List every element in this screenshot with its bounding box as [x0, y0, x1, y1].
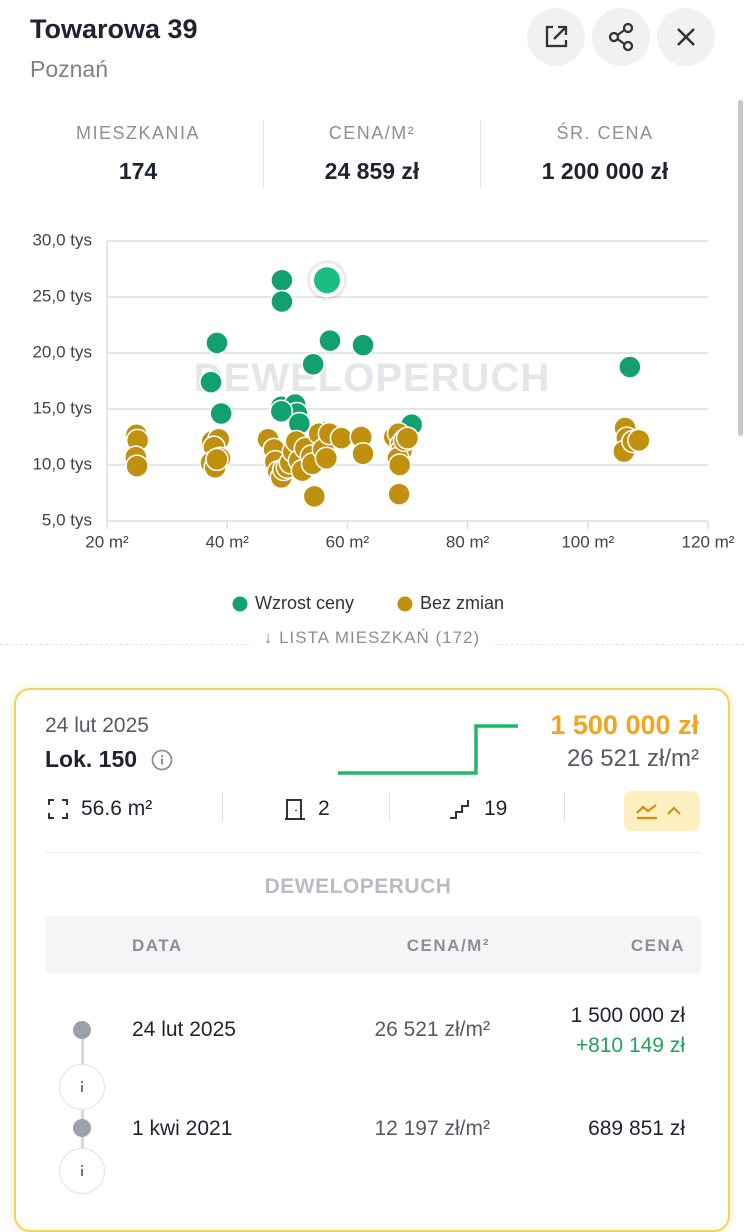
stat-label: MIESZKANIA — [75, 123, 201, 143]
icon — [81, 1081, 83, 1092]
divider — [564, 792, 565, 822]
separator — [45, 852, 701, 853]
history-price: 689 851 zł — [588, 1117, 685, 1140]
history-price-per-m2: 12 197 zł/m² — [374, 1117, 490, 1140]
point — [205, 331, 229, 355]
logo: DEWELOPERUCH — [264, 875, 452, 898]
column-header: CENA/M² — [406, 936, 490, 955]
info-button[interactable] — [59, 1148, 105, 1194]
y-tick-label: 10,0 tys — [32, 454, 92, 473]
y-tick-label: 20,0 tys — [32, 342, 92, 361]
divider — [389, 792, 390, 822]
column-header: CENA — [630, 936, 685, 955]
info-icon[interactable] — [150, 748, 174, 772]
icon — [677, 28, 695, 46]
point — [269, 399, 294, 423]
divider — [222, 792, 223, 822]
title: Towarowa 39 — [30, 14, 198, 44]
point — [318, 328, 342, 353]
timeline-dot — [73, 1119, 91, 1137]
price-sparkline — [338, 724, 518, 775]
table-header — [45, 916, 701, 974]
point — [351, 333, 375, 357]
legend-label: Wzrost ceny — [255, 593, 354, 613]
legend-marker — [232, 596, 248, 612]
point — [209, 401, 233, 426]
timeline-dot — [73, 1021, 91, 1039]
subtitle: Poznań — [30, 56, 109, 82]
floor: 19 — [484, 797, 508, 820]
point — [351, 442, 375, 466]
rooms-icon — [285, 799, 305, 820]
point — [314, 446, 339, 471]
listing-card[interactable]: 24 lut 2025 Lok. 150 1 500 000 zł 26 521… — [14, 688, 730, 1232]
divider — [263, 120, 264, 188]
area: 56.6 m² — [81, 797, 153, 820]
info-button[interactable] — [59, 1064, 105, 1110]
area-icon — [48, 799, 68, 819]
point — [125, 454, 149, 478]
icon — [81, 1165, 83, 1176]
point — [270, 268, 294, 292]
point — [270, 289, 294, 314]
x-tick-label: 20 m² — [85, 532, 129, 551]
y-tick-label: 30,0 tys — [32, 230, 92, 249]
point — [387, 453, 412, 477]
point — [301, 352, 325, 376]
listing-name: Lok. 150 — [45, 746, 138, 772]
x-tick-label: 100 m² — [561, 532, 614, 551]
close-button[interactable] — [657, 8, 715, 66]
point — [627, 428, 651, 453]
stat-value: 24 859 zł — [324, 158, 420, 184]
history-price-per-m2: 26 521 zł/m² — [374, 1018, 490, 1041]
chart: 5,0 tys 10,0 tys 15,0 tys 20,0 tys 25,0 tys 3… — [32, 230, 735, 613]
history-date: 1 kwi 2021 — [132, 1117, 233, 1140]
list-link[interactable]: ↓ LISTA MIESZKAŃ (172) — [251, 628, 493, 648]
point — [395, 426, 420, 450]
x-tick-label: 80 m² — [446, 532, 490, 551]
y-tick-label: 5,0 tys — [42, 510, 92, 529]
chart-toggle[interactable] — [624, 791, 700, 831]
open-button[interactable] — [527, 8, 585, 66]
x-tick-label: 40 m² — [205, 532, 249, 551]
stat-value: 174 — [118, 158, 158, 184]
icon — [545, 25, 568, 48]
watermark: DEWELOPERUCH — [194, 356, 550, 400]
listing-price-per-m2: 26 521 zł/m² — [566, 745, 699, 772]
page: Towarowa 39 Poznań MIESZKANIA 174 CENA/M… — [0, 8, 744, 1232]
share-button[interactable] — [592, 8, 650, 66]
listing-date: 24 lut 2025 — [45, 714, 149, 737]
stat-label: CENA/M² — [328, 123, 416, 143]
x-tick-label: 120 m² — [682, 532, 735, 551]
floor-icon — [450, 800, 469, 819]
divider — [480, 120, 481, 188]
highlighted-point — [309, 263, 344, 298]
point — [387, 482, 411, 506]
history-change: +810 149 zł — [575, 1034, 685, 1057]
y-tick-label: 15,0 tys — [32, 398, 92, 417]
icon — [608, 22, 634, 52]
point — [302, 484, 327, 509]
point — [618, 355, 642, 379]
legend-label: Bez zmian — [420, 593, 504, 613]
icon — [636, 804, 681, 820]
stat-value: 1 200 000 zł — [541, 158, 669, 184]
history-price: 1 500 000 zł — [570, 1004, 685, 1027]
point — [329, 426, 354, 450]
rooms: 2 — [318, 797, 330, 820]
stat-label: ŚR. CENA — [556, 123, 654, 143]
history-date: 24 lut 2025 — [132, 1018, 236, 1041]
point — [205, 447, 229, 472]
x-tick-label: 60 m² — [326, 532, 370, 551]
legend-marker — [397, 596, 413, 612]
listing-price: 1 500 000 zł — [550, 710, 699, 740]
y-tick-label: 25,0 tys — [32, 286, 92, 305]
column-header: DATA — [132, 936, 183, 955]
point — [199, 370, 223, 394]
scrollbar[interactable] — [738, 100, 743, 436]
